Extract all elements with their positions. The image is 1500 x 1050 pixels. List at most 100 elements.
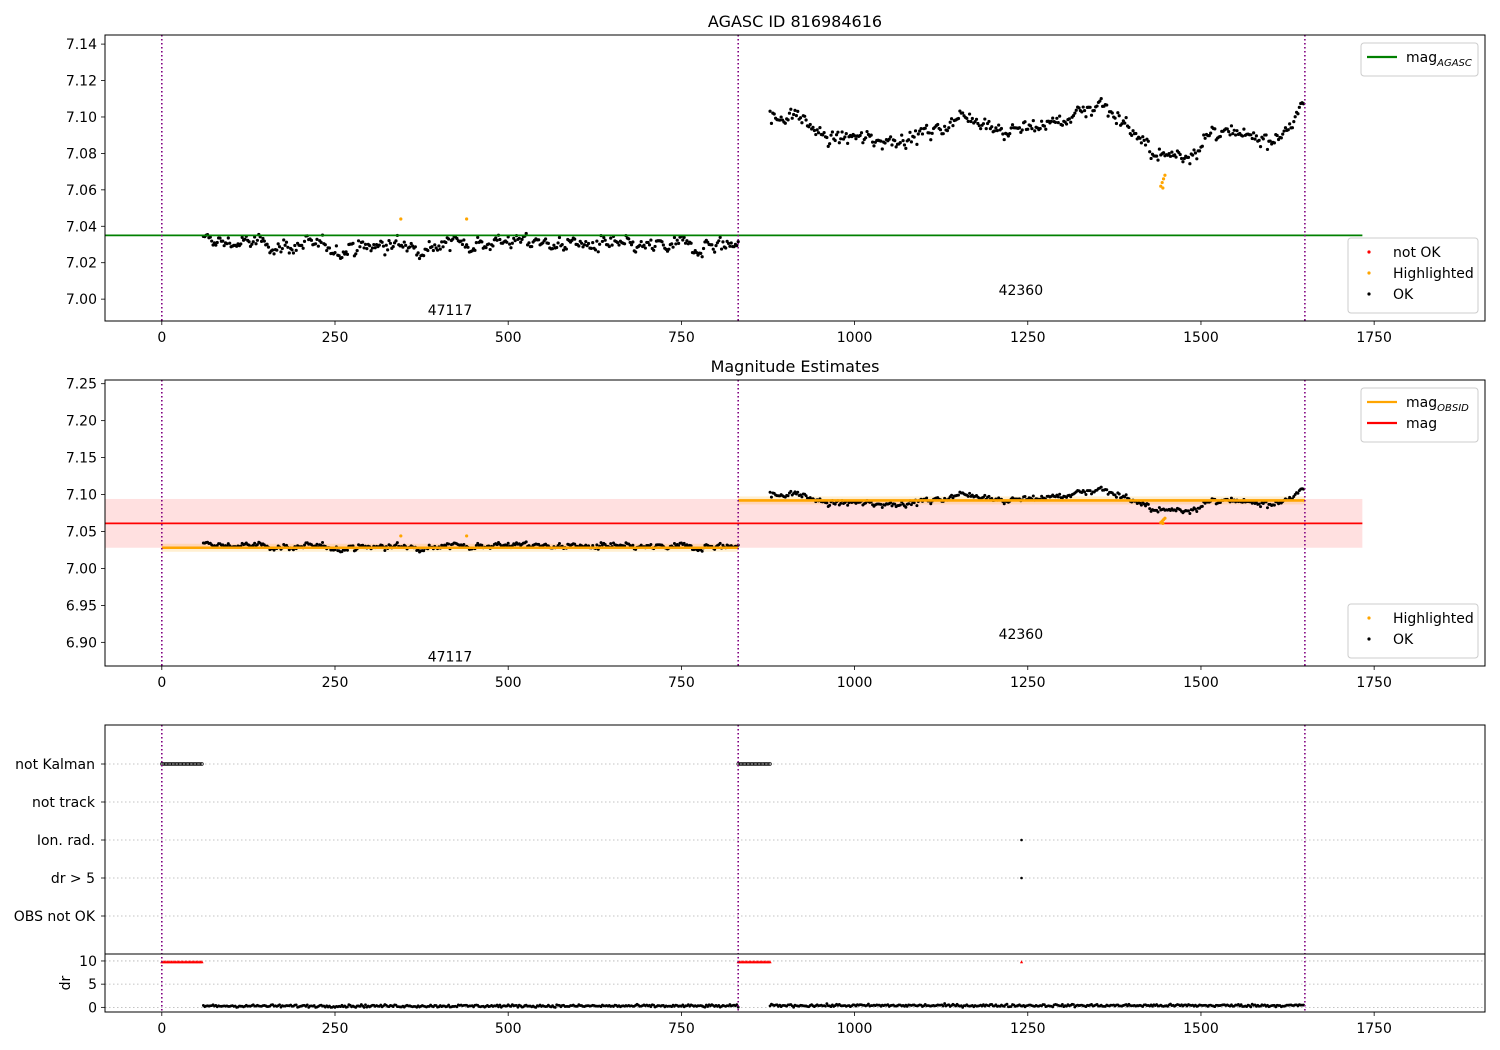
p3-flag-run-0-29 <box>200 762 204 766</box>
p3-x-tick-label-0: 0 <box>157 1021 166 1037</box>
p1-ok-point-0-338 <box>670 242 674 246</box>
p1-ok-point-0-166 <box>431 248 435 253</box>
p1-ok-point-1-382 <box>1297 105 1301 109</box>
p3-flag-label-0: not Kalman <box>15 757 95 773</box>
p1-ok-point-1-164 <box>995 128 999 133</box>
p1-ok-point-1-123 <box>938 128 943 132</box>
p2-ok-point-0-233 <box>524 540 528 544</box>
p1-ok-point-1-108 <box>918 129 922 133</box>
p3-dr-low-0-117 <box>364 1003 367 1007</box>
p1-ok-point-0-33 <box>247 240 251 244</box>
p1-ok-point-1-356 <box>1261 137 1265 141</box>
p2-ok-point-1-41 <box>825 501 829 505</box>
p1-ok-point-0-209 <box>491 244 495 248</box>
p1-ok-point-1-364 <box>1272 141 1276 145</box>
p1-ok-point-1-75 <box>872 144 876 148</box>
p1-ok-point-1-45 <box>830 130 835 134</box>
p1-ok-point-1-312 <box>1200 144 1204 148</box>
p1-ok-point-0-372 <box>717 239 721 243</box>
p1-ok-point-1-351 <box>1254 134 1258 138</box>
p2-x-tick-label-500: 500 <box>495 675 522 691</box>
p1-ok-point-1-366 <box>1275 133 1279 138</box>
p1-ok-point-1-305 <box>1191 153 1195 157</box>
p3-dr-axis-label: dr <box>58 975 74 990</box>
p1-ok-point-0-60 <box>284 240 289 244</box>
p1-ok-point-1-20 <box>796 109 800 113</box>
p1-ok-point-1-243 <box>1105 103 1109 107</box>
p1-ok-point-1-62 <box>854 137 858 141</box>
p1-ok-point-1-268 <box>1139 141 1143 145</box>
p1-y-tick-label-7.02: 7.02 <box>66 256 97 272</box>
p2-x-tick-label-250: 250 <box>322 675 349 691</box>
p1-ok-point-1-81 <box>880 147 884 151</box>
p1-ok-point-1-381 <box>1296 112 1300 116</box>
p2-ok-point-0-197 <box>474 544 478 548</box>
p2-ok-point-1-184 <box>1023 494 1027 498</box>
p1-ok-point-1-48 <box>834 133 839 137</box>
p1-ok-point-0-111 <box>355 249 359 253</box>
p1-ok-point-0-374 <box>719 247 724 251</box>
p1-ok-point-1-174 <box>1009 126 1013 130</box>
p1-ok-point-1-67 <box>861 141 865 145</box>
p1-ok-point-0-55 <box>277 245 282 249</box>
p1-x-tick-label-1500: 1500 <box>1183 330 1219 346</box>
p2-y-tick-label-7.15: 7.15 <box>66 451 97 467</box>
p1-ok-point-1-146 <box>970 116 974 121</box>
p1-ok-point-0-354 <box>692 251 696 255</box>
p1-ok-point-1-66 <box>859 131 864 135</box>
p2-ok-point-0-373 <box>718 541 722 545</box>
p3-dr-low-1-40 <box>824 1004 827 1008</box>
p1-ok-point-1-256 <box>1123 121 1127 125</box>
p1-ok-point-1-155 <box>983 117 987 121</box>
p1-ok-point-0-6 <box>210 239 214 243</box>
p1-ok-point-0-124 <box>373 246 377 250</box>
p1-ok-point-0-15 <box>222 244 226 248</box>
p2-ok-point-1-257 <box>1124 493 1128 497</box>
p1-ok-point-1-239 <box>1099 97 1103 101</box>
p1-ok-point-1-125 <box>941 132 945 136</box>
p1-bottom-legend-box <box>1347 237 1479 314</box>
p3-dr-low-1-126 <box>943 1002 947 1005</box>
p2-ok-point-0-256 <box>556 544 560 548</box>
p2-ok-point-0-201 <box>480 543 484 547</box>
p3-x-tick-label-250: 250 <box>322 1021 349 1037</box>
p1-ok-point-1-262 <box>1131 129 1135 133</box>
p1-ok-point-1-180 <box>1017 126 1022 130</box>
p1-ok-point-1-149 <box>974 117 979 121</box>
p2-ok-point-1-43 <box>828 503 832 507</box>
p1-ok-point-1-152 <box>979 127 983 131</box>
p1-ok-point-0-85 <box>319 240 323 244</box>
p1-ok-point-0-43 <box>261 236 265 241</box>
p3-dr-high-2-0 <box>1019 960 1024 964</box>
p1-ok-point-1-142 <box>965 116 969 120</box>
p2-ok-point-1-249 <box>1113 493 1117 497</box>
p1-y-tick-label-7: 7.00 <box>66 292 97 308</box>
p1-ok-point-1-297 <box>1179 156 1184 161</box>
p1-ok-point-0-65 <box>291 251 296 255</box>
p1-ok-point-0-283 <box>593 248 598 252</box>
p1-ok-point-0-295 <box>610 243 614 247</box>
p1-ok-point-1-184 <box>1023 120 1027 124</box>
p1-ok-point-1-121 <box>936 122 940 127</box>
p2-ok-point-0-347 <box>682 541 686 545</box>
p1-ok-point-1-65 <box>858 133 862 138</box>
p1-ok-point-0-71 <box>300 243 304 247</box>
p1-ok-point-1-11 <box>783 121 787 125</box>
p1-ok-point-0-38 <box>254 242 258 246</box>
p1-ok-point-1-13 <box>786 118 790 122</box>
p1-ok-point-1-128 <box>945 129 950 133</box>
p1-ok-point-0-331 <box>660 240 664 244</box>
p1-ok-point-0-221 <box>507 242 512 246</box>
p2-highlighted-point-1 <box>465 534 469 538</box>
p1-ok-point-0-186 <box>459 239 463 243</box>
p1-ok-point-1-56 <box>846 141 850 146</box>
p2-ok-point-0-281 <box>591 544 595 548</box>
p1-ok-point-1-29 <box>808 122 812 127</box>
p3-dr-low-1-219 <box>1072 1003 1075 1006</box>
p1-ok-point-0-237 <box>530 244 534 249</box>
p1-ok-point-0-276 <box>584 239 588 244</box>
p1-ok-point-1-269 <box>1141 135 1145 139</box>
p1-ok-point-1-69 <box>864 136 868 140</box>
p1-ok-point-1-308 <box>1195 157 1199 161</box>
p1-ok-point-1-264 <box>1134 131 1138 136</box>
